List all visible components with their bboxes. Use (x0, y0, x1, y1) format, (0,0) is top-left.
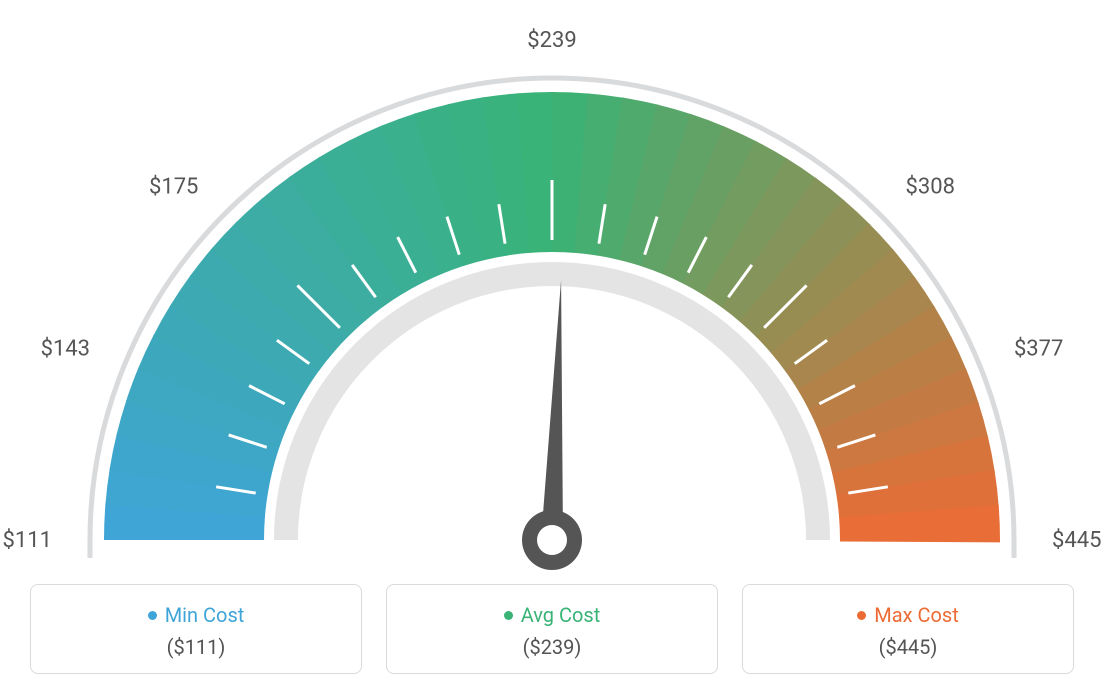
avg-cost-card: Avg Cost ($239) (386, 584, 718, 674)
max-cost-card: Max Cost ($445) (742, 584, 1074, 674)
gauge-svg: $111 $143 $175 $239 $308 $377 $445 (0, 0, 1104, 580)
min-cost-label: Min Cost (148, 603, 245, 627)
gauge-tick-label: $445 (1052, 528, 1101, 553)
min-cost-value: ($111) (43, 635, 349, 659)
avg-cost-label: Avg Cost (504, 603, 601, 627)
gauge-tick-label: $308 (906, 174, 955, 199)
max-cost-label: Max Cost (857, 603, 959, 627)
gauge-needle-hub-hole (537, 525, 567, 555)
gauge-chart: $111 $143 $175 $239 $308 $377 $445 (0, 0, 1104, 560)
gauge-tick-label: $143 (41, 337, 90, 362)
max-cost-value: ($445) (755, 635, 1061, 659)
summary-cards: Min Cost ($111) Avg Cost ($239) Max Cost… (30, 584, 1074, 674)
gauge-needle (541, 280, 563, 540)
gauge-tick-label: $377 (1014, 337, 1063, 362)
min-cost-card: Min Cost ($111) (30, 584, 362, 674)
avg-cost-value: ($239) (399, 635, 705, 659)
gauge-tick-label: $175 (149, 174, 198, 199)
gauge-tick-label: $111 (3, 528, 52, 553)
gauge-tick-label: $239 (527, 28, 576, 53)
